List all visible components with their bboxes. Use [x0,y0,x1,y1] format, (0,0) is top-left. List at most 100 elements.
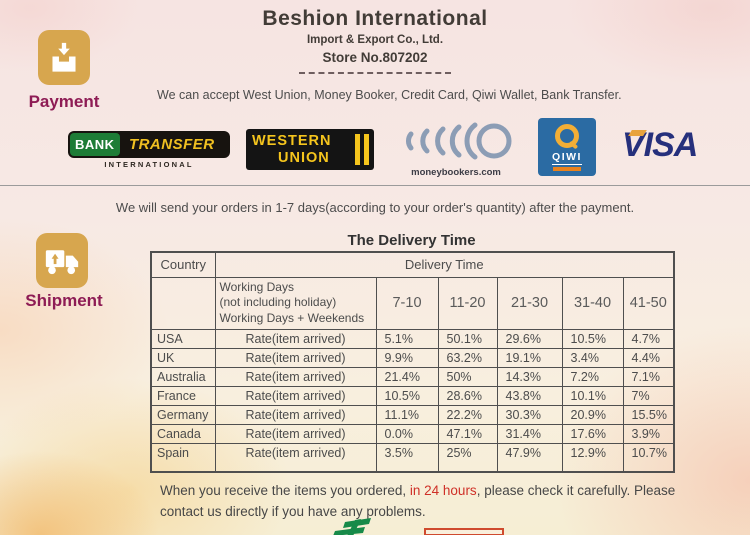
rate-cell: 5.1% [375,328,439,349]
bank-transfer-logo: BANK TRANSFER INTERNATIONAL [68,131,230,169]
country-cell: USA [150,328,216,349]
shipment-icon [36,233,88,288]
rate-cell: 12.9% [561,442,624,473]
section-divider [0,185,750,186]
western-union-word-union: UNION [278,149,330,166]
country-cell: UK [150,347,216,368]
country-cell: Germany [150,404,216,425]
table-row: Germany Rate(item arrived) 11.1% 22.2% 30.3%… [150,404,675,425]
rate-cell: 25% [437,442,498,473]
bank-transfer-word-international: INTERNATIONAL [104,160,194,169]
western-union-word-western: WESTERN [252,133,332,149]
shipment-section-label: Shipment [25,291,103,310]
table-row: Canada Rate(item arrived) 0.0% 47.1% 31.4% 17… [150,423,675,444]
payment-icon [38,30,90,85]
country-column-header: Country [150,251,216,278]
table-row: USA Rate(item arrived) 5.1% 50.1% 29.6% 10.5%… [150,328,675,349]
rate-cell: 28.6% [437,385,498,406]
red-logo-partial [424,528,504,535]
delivery-table: Country Delivery Time Working Days (not … [150,251,675,473]
delivery-table-body: USA Rate(item arrived) 5.1% 50.1% 29.6% 10.5%… [150,328,675,473]
rate-cell: 0.0% [375,423,439,444]
qiwi-q-icon [555,123,579,148]
empty-header-cell [150,276,216,330]
western-union-logo: WESTERN UNION [246,129,374,170]
qiwi-sub-bar [553,166,581,171]
rate-cell: 4.4% [622,347,675,368]
shipping-intro-text: We will send your orders in 1-7 days(acc… [115,200,635,215]
dashed-divider [299,72,451,74]
note-text: , please check it carefully. Please cont… [160,483,676,519]
range-header-cell: 31-40 [561,276,624,330]
qiwi-wordmark: QIWI [552,150,582,165]
rate-cell: 7% [622,385,675,406]
rate-cell: 31.4% [496,423,563,444]
company-name: Beshion International [262,7,488,30]
inbox-download-icon [52,42,76,72]
table-row: France Rate(item arrived) 10.5% 28.6% 43.8% 1… [150,385,675,406]
store-number: Store No.807202 [322,50,428,65]
ranges-header-row: Working Days (not including holiday) Wor… [150,276,675,330]
rate-label-cell: Rate(item arrived) [214,442,377,473]
delivery-time-column-header: Delivery Time [214,251,675,278]
moneybookers-logo: moneybookers.com [397,121,515,178]
rate-cell: 3.4% [561,347,624,368]
footer-note: When you receive the items you ordered, … [160,481,676,523]
working-days-line: (not including holiday) [219,295,337,310]
note-text: When you receive the items you ordered, [160,483,410,498]
working-days-line: Working Days + Weekends [219,310,365,325]
table-header-row: Country Delivery Time [150,251,675,278]
bank-transfer-box: BANK TRANSFER [68,131,230,158]
rate-cell: 9.9% [375,347,439,368]
rate-cell: 22.2% [437,404,498,425]
visa-logo: VISA [622,126,722,170]
table-row: UK Rate(item arrived) 9.9% 63.2% 19.1% 3.4% 4.… [150,347,675,368]
rate-label-cell: Rate(item arrived) [214,347,377,368]
rate-cell: 10.7% [622,442,675,473]
rate-cell: 50.1% [437,328,498,349]
rate-label-cell: Rate(item arrived) [214,328,377,349]
company-subtitle: Import & Export Co., Ltd. [306,34,444,46]
rate-cell: 47.9% [496,442,563,473]
western-union-bar [364,134,369,165]
rate-cell: 3.5% [375,442,439,473]
truck-icon [45,249,79,274]
rate-cell: 50% [437,366,498,387]
bank-transfer-word-transfer: TRANSFER [128,136,215,153]
western-union-bar [355,134,360,165]
rate-cell: 10.1% [561,385,624,406]
rate-cell: 14.3% [496,366,563,387]
note-highlight: in 24 hours [409,483,477,498]
rate-cell: 29.6% [496,328,563,349]
rate-label-cell: Rate(item arrived) [214,404,377,425]
range-header-cell: 21-30 [496,276,563,330]
range-header-cell: 41-50 [622,276,675,330]
rate-cell: 7.1% [622,366,675,387]
range-header-cell: 7-10 [375,276,439,330]
rate-label-cell: Rate(item arrived) [214,366,377,387]
postal-logo-partial [333,518,371,535]
bank-transfer-word-bank: BANK [70,133,120,156]
table-row: Spain Rate(item arrived) 3.5% 25% 47.9% 12.9%… [150,442,675,473]
rate-cell: 11.1% [375,404,439,425]
moneybookers-arcs-icon [406,122,512,160]
store-header: Beshion International Import & Export Co… [0,7,750,74]
rate-cell: 17.6% [561,423,624,444]
rate-cell: 19.1% [496,347,563,368]
rate-cell: 3.9% [622,423,675,444]
rate-cell: 4.7% [622,328,675,349]
rate-cell: 20.9% [561,404,624,425]
rate-cell: 7.2% [561,366,624,387]
working-days-line: Working Days [219,279,294,294]
moneybookers-caption: moneybookers.com [411,167,501,178]
rate-cell: 10.5% [375,385,439,406]
rate-cell: 15.5% [622,404,675,425]
table-row: Australia Rate(item arrived) 21.4% 50% 14.3%… [150,366,675,387]
rate-cell: 63.2% [437,347,498,368]
payment-accept-text: We can accept West Union, Money Booker, … [157,88,622,102]
rate-cell: 47.1% [437,423,498,444]
rate-cell: 21.4% [375,366,439,387]
country-cell: Australia [150,366,216,387]
payment-section-label: Payment [28,92,100,111]
